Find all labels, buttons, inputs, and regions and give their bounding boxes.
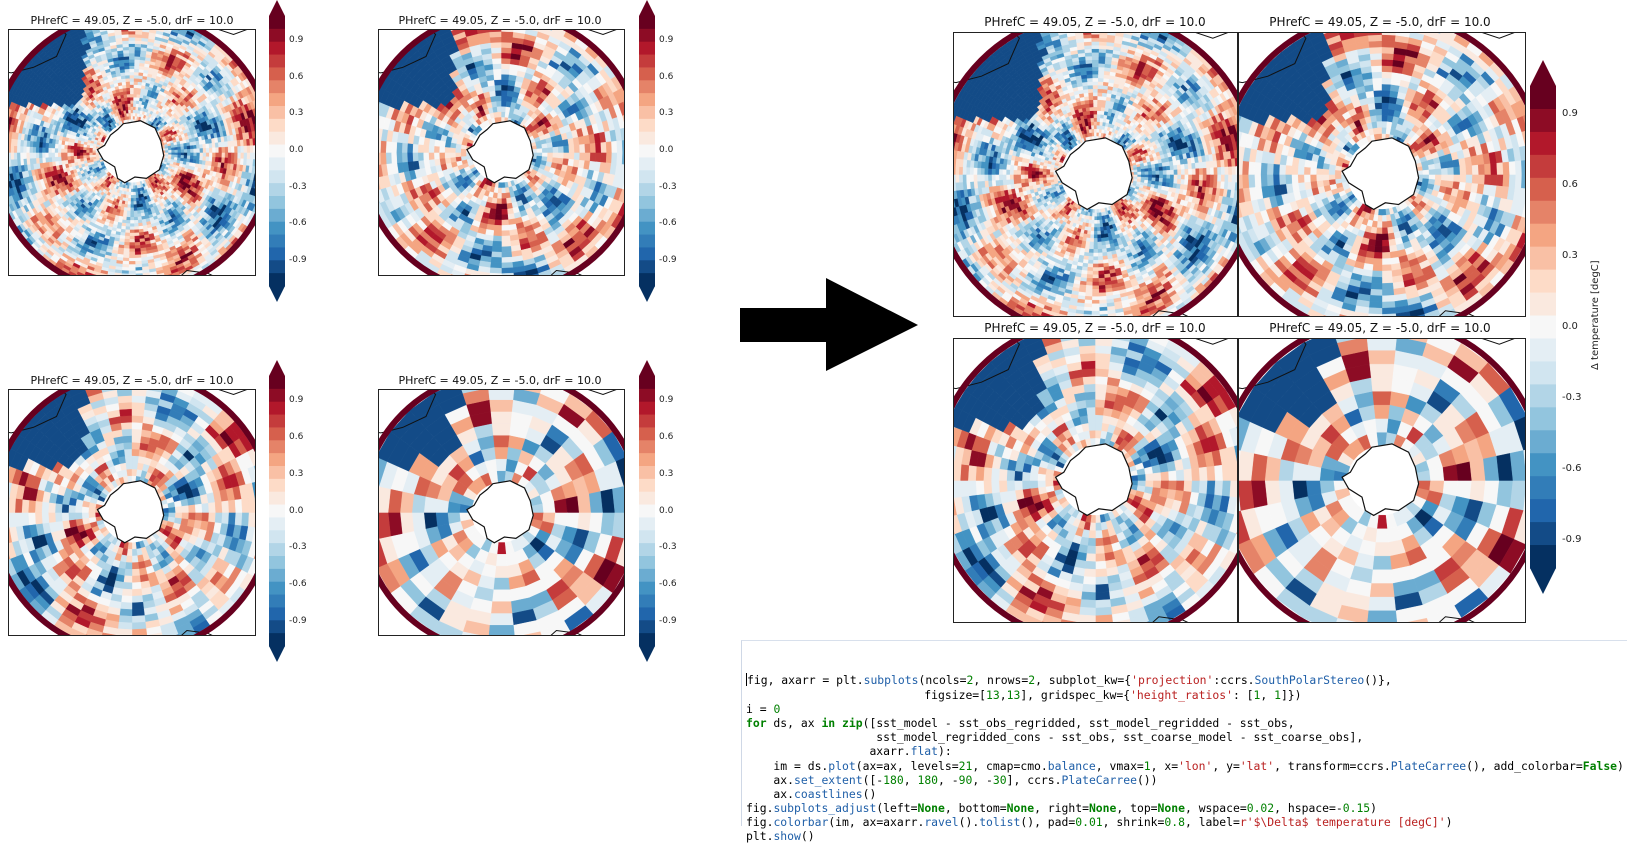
colorbar-tick-label: -0.6: [289, 218, 307, 228]
colorbar-tick-label: -0.9: [289, 616, 307, 626]
colorbar-tick-label: -0.9: [1562, 534, 1582, 545]
colorbar: [1530, 60, 1556, 594]
colorbar-label: Δ temperature [degC]: [1590, 260, 1601, 370]
colorbar-tick-label: -0.6: [289, 579, 307, 589]
colorbar-tick-label: 0.9: [659, 395, 673, 405]
code-line: fig, axarr = plt.subplots(ncols=2, nrows…: [746, 673, 1627, 687]
code-line: sst_model_regridded_cons - sst_obs, sst_…: [746, 730, 1627, 744]
colorbar-tick-label: 0.9: [289, 395, 303, 405]
right-arrow-icon: [740, 278, 920, 372]
subplot-map: [378, 389, 625, 636]
colorbar-tick-label: -0.3: [659, 182, 677, 192]
colorbar-tick-label: 0.6: [289, 432, 303, 442]
colorbar-tick-label: -0.3: [289, 182, 307, 192]
colorbar-tick-label: 0.3: [289, 108, 303, 118]
sst-difference-heatmap: [9, 390, 255, 635]
code-line: fig.colorbar(im, ax=axarr.ravel().tolist…: [746, 815, 1627, 829]
subplot-title: PHrefC = 49.05, Z = -5.0, drF = 10.0: [31, 14, 234, 27]
colorbar-tick-label: -0.6: [659, 579, 677, 589]
subplot-map: [1238, 338, 1526, 623]
colorbar-tick-label: 0.6: [1562, 179, 1578, 190]
colorbar-tick-label: -0.3: [289, 542, 307, 552]
colorbar: [269, 0, 285, 302]
colorbar-tick-label: -0.6: [659, 218, 677, 228]
colorbar-tick-label: 0.9: [659, 35, 673, 45]
colorbar: [639, 360, 655, 662]
colorbar-tick-label: 0.6: [659, 432, 673, 442]
code-line: i = 0: [746, 702, 1627, 716]
subplot-title: PHrefC = 49.05, Z = -5.0, drF = 10.0: [984, 15, 1205, 29]
colorbar-tick-label: 0.0: [289, 506, 303, 516]
code-line: ax.set_extent([-180, 180, -90, -30], ccr…: [746, 773, 1627, 787]
colorbar-tick-label: -0.9: [659, 616, 677, 626]
colorbar-tick-label: -0.9: [659, 255, 677, 265]
code-cell[interactable]: fig, axarr = plt.subplots(ncols=2, nrows…: [741, 640, 1627, 826]
colorbar-tick-label: 0.0: [659, 506, 673, 516]
colorbar-tick-label: 0.3: [289, 469, 303, 479]
sst-difference-heatmap: [1239, 33, 1525, 316]
colorbar-tick-label: 0.6: [659, 72, 673, 82]
subplot-map: [8, 389, 256, 636]
colorbar-tick-label: 0.3: [1562, 250, 1578, 261]
subplot-title: PHrefC = 49.05, Z = -5.0, drF = 10.0: [31, 374, 234, 387]
colorbar: [639, 0, 655, 302]
subplot-title: PHrefC = 49.05, Z = -5.0, drF = 10.0: [399, 14, 602, 27]
colorbar-tick-label: 0.0: [289, 145, 303, 155]
colorbar-tick-label: 0.9: [1562, 108, 1578, 119]
subplot-title: PHrefC = 49.05, Z = -5.0, drF = 10.0: [399, 374, 602, 387]
code-line: axarr.flat):: [746, 744, 1627, 758]
colorbar-tick-label: 0.3: [659, 108, 673, 118]
colorbar-tick-label: 0.0: [659, 145, 673, 155]
code-line: fig.subplots_adjust(left=None, bottom=No…: [746, 801, 1627, 815]
code-line: im = ds.plot(ax=ax, levels=21, cmap=cmo.…: [746, 759, 1627, 773]
subplot-map: [1238, 32, 1526, 317]
colorbar-tick-label: 0.6: [289, 72, 303, 82]
subplot-title: PHrefC = 49.05, Z = -5.0, drF = 10.0: [1269, 321, 1490, 335]
colorbar-tick-label: -0.3: [1562, 392, 1582, 403]
colorbar-tick-label: -0.6: [1562, 463, 1582, 474]
subplot-title: PHrefC = 49.05, Z = -5.0, drF = 10.0: [1269, 15, 1490, 29]
code-line: for ds, ax in zip([sst_model - sst_obs_r…: [746, 716, 1627, 730]
colorbar-tick-label: 0.3: [659, 469, 673, 479]
subplot-map: [378, 29, 625, 276]
subplot-map: [953, 338, 1238, 623]
sst-difference-heatmap: [379, 30, 624, 275]
subplot-map: [8, 29, 256, 276]
sst-difference-heatmap: [1239, 339, 1525, 622]
code-line: ax.coastlines(): [746, 787, 1627, 801]
sst-difference-heatmap: [379, 390, 624, 635]
subplot-title: PHrefC = 49.05, Z = -5.0, drF = 10.0: [984, 321, 1205, 335]
code-line: figsize=[13,13], gridspec_kw={'height_ra…: [746, 688, 1627, 702]
sst-difference-heatmap: [954, 339, 1237, 622]
subplot-map: [953, 32, 1238, 317]
code-line: plt.show(): [746, 829, 1627, 843]
colorbar-tick-label: -0.3: [659, 542, 677, 552]
code-lines: fig, axarr = plt.subplots(ncols=2, nrows…: [746, 673, 1627, 843]
colorbar: [269, 360, 285, 662]
colorbar-tick-label: 0.9: [289, 35, 303, 45]
colorbar-tick-label: -0.9: [289, 255, 307, 265]
sst-difference-heatmap: [954, 33, 1237, 316]
sst-difference-heatmap: [9, 30, 255, 275]
colorbar-tick-label: 0.0: [1562, 321, 1578, 332]
